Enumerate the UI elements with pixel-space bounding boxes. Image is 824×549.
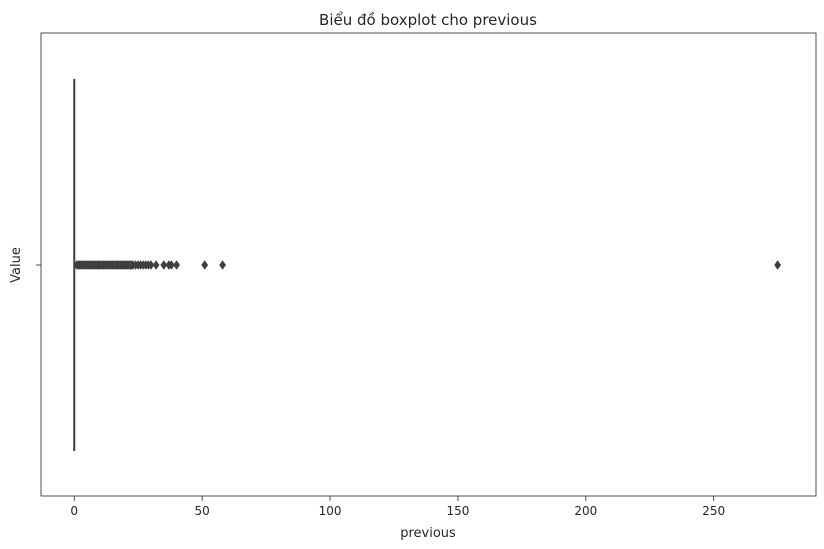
x-tick-label: 150 [446,504,469,518]
x-tick-label: 250 [702,504,725,518]
chart-title: Biểu đồ boxplot cho previous [319,11,537,29]
x-tick-label: 200 [574,504,597,518]
x-ticks: 0 50 100 150 200 250 [70,496,725,518]
y-axis-label: Value [9,247,24,283]
x-axis-label: previous [400,526,456,541]
outlier-point [168,260,175,270]
x-tick-label: 0 [70,504,78,518]
outlier-point [201,260,209,270]
x-tick-label: 50 [194,504,209,518]
outlier-point [152,260,160,270]
outlier-point [147,260,155,270]
outlier-point [173,260,180,270]
outlier-point [219,260,226,270]
x-tick-label: 100 [319,504,342,518]
outlier-point [774,260,782,270]
outlier-point [160,260,168,270]
outlier-points [73,260,782,270]
plot-frame [40,32,817,497]
